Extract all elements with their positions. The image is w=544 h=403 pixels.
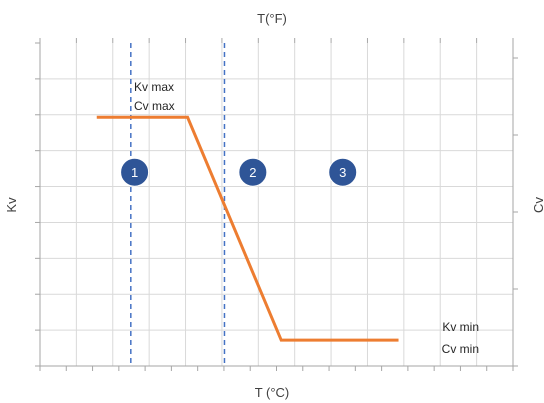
kv-min-label: Kv min: [442, 320, 479, 334]
axes: [35, 38, 518, 371]
region-label: 1: [131, 165, 138, 180]
region-label: 3: [339, 165, 346, 180]
x-axis-bottom-title: T (°C): [255, 385, 290, 400]
cv-min-label: Cv min: [442, 342, 479, 356]
kv-max-label: Kv max: [134, 80, 174, 94]
region-marker: [238, 157, 268, 187]
grid: [40, 43, 513, 366]
series-line: [96, 115, 399, 342]
x-axis-top-title: T(°F): [257, 11, 287, 26]
region-marker: [120, 157, 150, 187]
y-axis-right-title: Cv: [531, 197, 544, 213]
series-lines: [96, 115, 399, 342]
region-marker: [328, 157, 358, 187]
region-label: 2: [249, 165, 256, 180]
annotations: Kv max Cv max Kv min Cv min: [134, 80, 479, 356]
y-axis-left-title: Kv: [4, 197, 19, 213]
region-markers: 1 2 3: [120, 157, 358, 187]
cv-max-label: Cv max: [134, 99, 175, 113]
